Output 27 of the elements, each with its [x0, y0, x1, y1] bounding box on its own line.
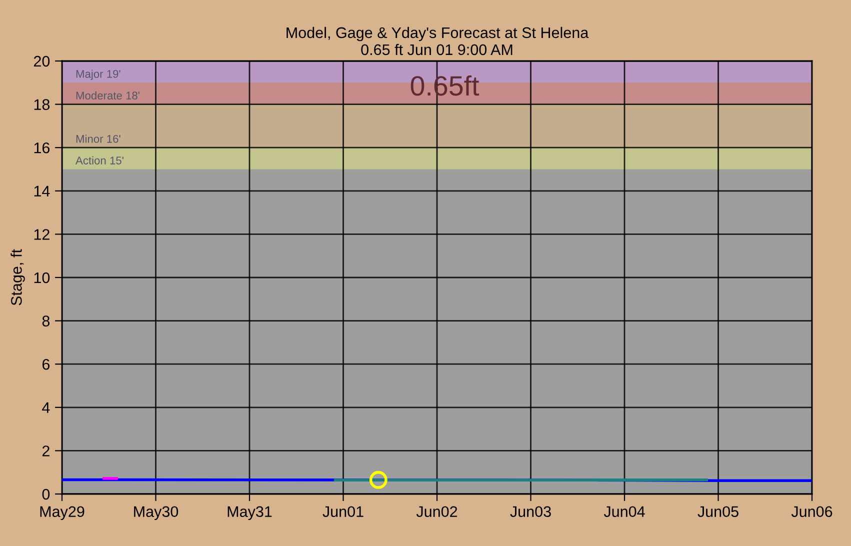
x-tick-label: Jun06 [791, 506, 832, 518]
x-tick-label: Jun01 [322, 506, 364, 518]
band-label: Minor 16' [76, 134, 120, 143]
x-tick-label: Jun04 [604, 506, 645, 518]
y-tick-label: 4 [42, 402, 50, 413]
y-tick-label: 2 [42, 446, 50, 456]
y-tick-label: 14 [34, 186, 50, 196]
band-label: Major 19' [76, 70, 120, 80]
chart-title: Model, Gage & Yday's Forecast at St Helena [286, 26, 589, 42]
band-label: Action 15' [76, 156, 124, 164]
x-tick-label: Jun05 [698, 506, 738, 518]
y-tick-label: 10 [34, 272, 50, 284]
y-tick-label: 16 [34, 142, 50, 154]
y-tick-label: 20 [34, 56, 50, 67]
x-tick-label: May29 [40, 506, 84, 520]
x-tick-label: May30 [134, 506, 178, 520]
y-tick-label: 8 [42, 316, 50, 326]
y-tick-label: 0 [42, 488, 50, 500]
x-tick-label: Jun02 [416, 506, 458, 518]
chart-subtitle: 0.65 ft Jun 01 9:00 AM [361, 44, 512, 56]
x-tick-label: Jun03 [510, 506, 551, 518]
y-axis-title: Stage, ft [10, 249, 25, 306]
y-tick-label: 6 [42, 358, 50, 370]
band-label: Moderate 18' [76, 91, 140, 100]
x-tick-label: May31 [228, 506, 272, 520]
y-tick-label: 12 [34, 229, 50, 240]
y-tick-label: 18 [34, 99, 50, 110]
